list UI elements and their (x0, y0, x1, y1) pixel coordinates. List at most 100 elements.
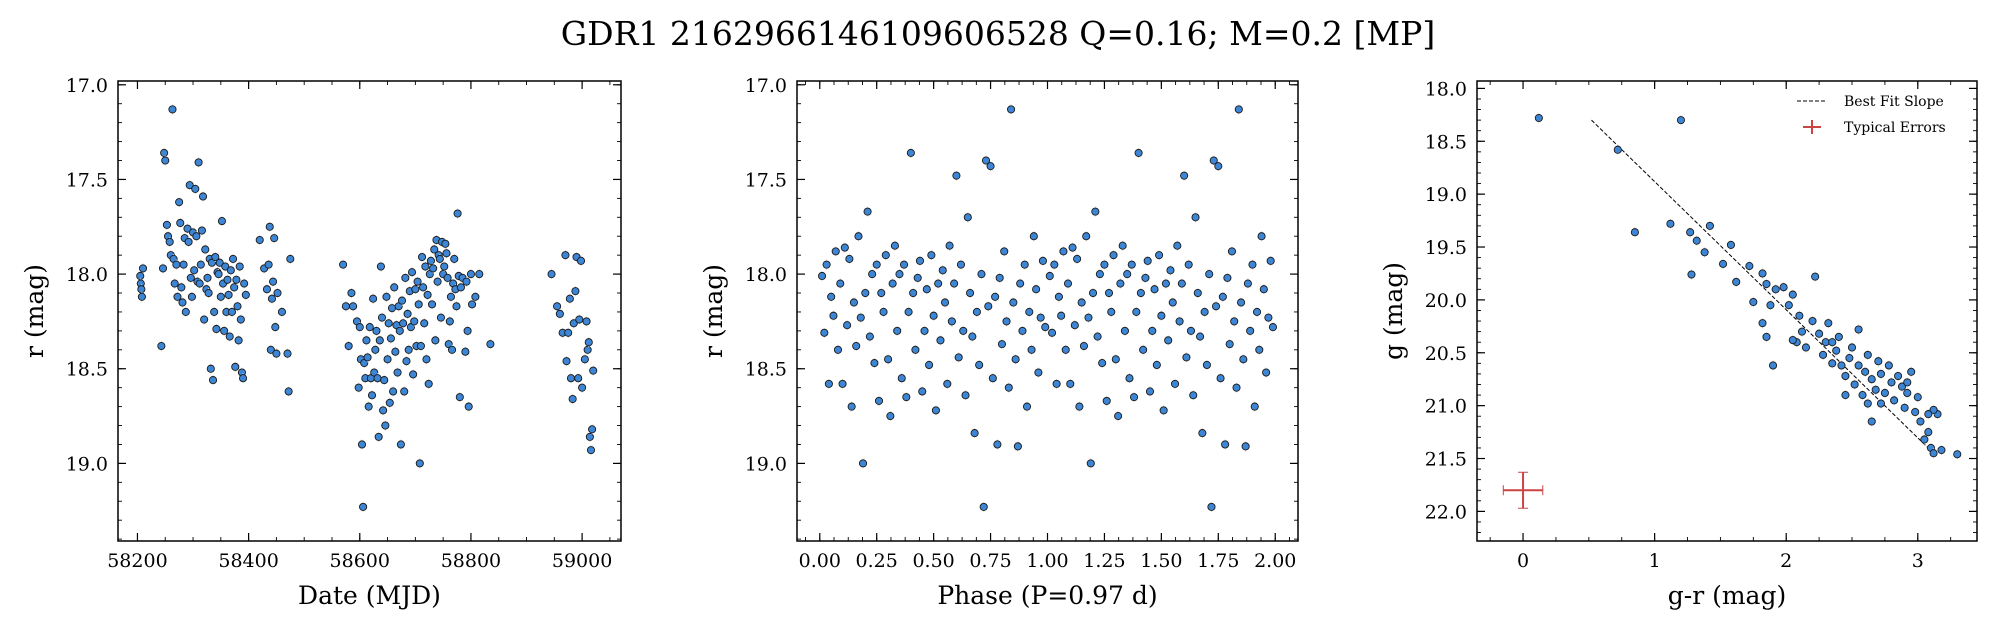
data-point (1929, 449, 1938, 458)
data-point (956, 260, 966, 269)
data-point (1127, 260, 1136, 269)
data-point (375, 336, 384, 345)
y-tick-label: 18.5 (66, 359, 108, 381)
data-point (1845, 354, 1854, 363)
data-point (466, 270, 475, 279)
data-point (441, 239, 450, 248)
data-point (938, 266, 947, 275)
data-point (1150, 285, 1159, 294)
x-tick-label: 0.00 (799, 550, 841, 572)
data-point (208, 376, 218, 385)
data-point (403, 309, 412, 318)
data-point (1850, 380, 1859, 389)
x-tick-label: 0.25 (856, 550, 898, 572)
data-point (137, 285, 146, 294)
data-point (843, 321, 852, 330)
data-point (400, 387, 409, 396)
data-point (1068, 243, 1077, 252)
data-point (553, 302, 562, 311)
data-point (1613, 145, 1622, 154)
data-point (1157, 311, 1166, 320)
x-axis-label: Date (MJD) (298, 581, 441, 610)
data-point (172, 260, 181, 269)
x-tick-label: 0.50 (912, 550, 954, 572)
data-point (571, 287, 580, 296)
data-point (568, 394, 577, 404)
data-point (1082, 232, 1091, 241)
data-point (1129, 393, 1139, 402)
data-point (467, 300, 477, 309)
data-point (430, 245, 439, 254)
data-point (1894, 371, 1903, 381)
data-point (1897, 382, 1907, 391)
data-point (588, 425, 597, 434)
data-point (1924, 410, 1933, 419)
data-point (1880, 388, 1889, 398)
data-point (827, 292, 836, 301)
data-point (1808, 316, 1817, 326)
data-point (1098, 359, 1107, 368)
data-point (1705, 221, 1714, 230)
x-tick-label: 0 (1517, 550, 1529, 572)
data-point (845, 254, 854, 263)
data-point (1890, 396, 1899, 405)
data-point (1139, 345, 1148, 354)
data-point (950, 279, 959, 288)
data-point (1234, 105, 1243, 114)
data-point (1248, 260, 1257, 269)
data-point (856, 313, 865, 322)
data-point (1170, 379, 1180, 388)
data-point (589, 366, 598, 375)
data-point (426, 256, 435, 265)
data-point (416, 341, 425, 351)
data-point (463, 326, 472, 335)
data-point (1225, 340, 1234, 349)
data-point (1020, 260, 1029, 269)
data-point (1152, 360, 1161, 370)
y-axis-label: r (mag) (20, 264, 49, 358)
data-point (1196, 332, 1205, 341)
x-tick-label: 58800 (441, 550, 501, 572)
data-point (1762, 332, 1771, 341)
data-point (138, 264, 148, 273)
data-point (1166, 266, 1175, 275)
data-point (858, 459, 868, 468)
data-point (1132, 307, 1141, 316)
data-point (161, 156, 170, 165)
data-point (1104, 288, 1114, 298)
data-point (391, 347, 400, 356)
data-point (870, 359, 879, 368)
data-point (1118, 241, 1127, 250)
data-point (194, 158, 203, 167)
y-tick-label: 18.0 (1425, 78, 1467, 100)
data-point (1148, 326, 1157, 335)
data-point (210, 307, 219, 316)
data-point (1211, 302, 1221, 311)
data-point (1257, 232, 1266, 241)
data-point (927, 251, 936, 260)
data-point (446, 292, 455, 301)
data-point (273, 288, 282, 298)
data-point (1824, 319, 1833, 328)
data-point (1841, 391, 1850, 400)
data-point (225, 332, 234, 341)
data-point (1801, 343, 1810, 352)
data-point (1900, 403, 1909, 412)
data-point (179, 260, 188, 269)
data-point (424, 379, 433, 388)
data-point (362, 336, 371, 345)
data-point (176, 218, 185, 228)
data-point (991, 292, 1000, 301)
data-point (277, 307, 287, 316)
data-point (1867, 417, 1876, 426)
data-point (968, 332, 977, 341)
data-point (1027, 345, 1036, 354)
legend-label-fit: Best Fit Slope (1844, 94, 1944, 110)
y-tick-label: 19.5 (1425, 237, 1467, 259)
data-point (913, 273, 922, 282)
y-tick-label: 18.0 (66, 264, 108, 286)
data-point (214, 270, 223, 279)
data-point (1091, 207, 1100, 216)
data-point (893, 326, 902, 335)
data-point (224, 290, 233, 299)
